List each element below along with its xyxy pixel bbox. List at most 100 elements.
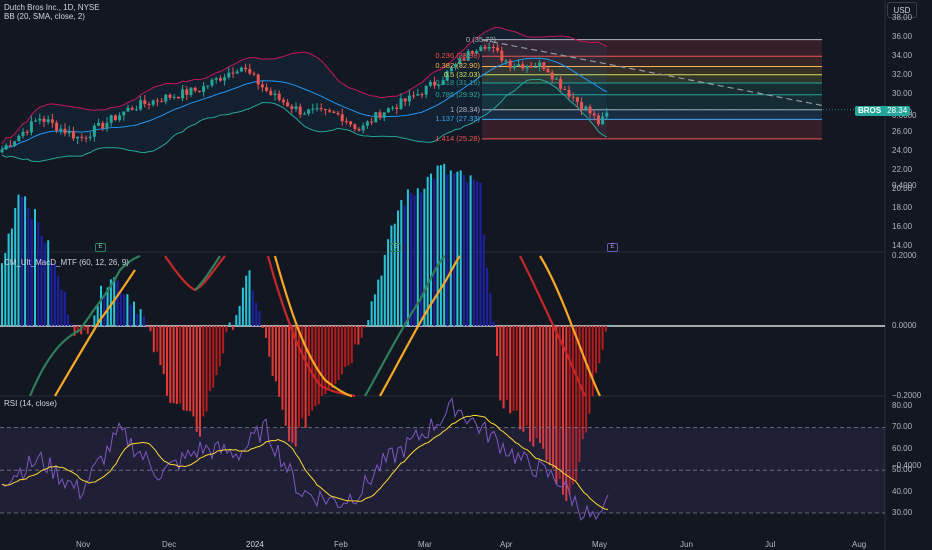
macd-histogram-bar <box>185 326 188 411</box>
candle-body <box>298 106 302 115</box>
macd-histogram-bar <box>604 326 607 332</box>
fib-zone <box>482 66 822 75</box>
macd-histogram-bar <box>103 295 106 326</box>
macd-histogram-bar <box>499 326 502 401</box>
time-tick: Feb <box>334 540 348 549</box>
candle-body <box>63 128 67 134</box>
macd-histogram-bar <box>248 270 251 326</box>
macd-histogram-bar <box>416 188 419 326</box>
macd-histogram-bar <box>208 326 211 392</box>
candle-body <box>319 108 323 110</box>
bollinger-upper <box>1 26 608 145</box>
earnings-marker-upcoming[interactable]: E <box>607 243 618 252</box>
rsi-ma-line <box>1 414 609 510</box>
candle-body <box>601 116 605 125</box>
candle-body <box>386 108 390 113</box>
candle-body <box>122 111 126 116</box>
fib-label: 0.618 (31.16) <box>435 77 480 87</box>
currency-button[interactable]: USD <box>887 2 917 18</box>
macd-histogram-bar <box>321 326 324 396</box>
candle-body <box>164 94 168 102</box>
candle-body <box>155 100 159 102</box>
candle-body <box>130 107 134 110</box>
macd-histogram-bar <box>562 326 564 495</box>
candle-body <box>550 72 554 80</box>
macd-histogram-bar <box>479 182 482 326</box>
macd-histogram-bar <box>565 326 568 501</box>
time-tick: Jul <box>765 540 776 549</box>
macd-histogram-bar <box>522 326 525 432</box>
price-tick: 32.00 <box>892 70 913 79</box>
macd-histogram-bar <box>166 326 168 396</box>
macd-histogram-bar <box>271 326 274 376</box>
macd-histogram-bar <box>453 173 456 326</box>
macd-histogram-bar <box>317 326 320 405</box>
macd-histogram-bar <box>119 292 122 326</box>
macd-histogram-bar <box>70 323 73 326</box>
macd-histogram-bar <box>344 326 347 367</box>
macd-histogram-bar <box>347 326 350 366</box>
candle-body <box>571 96 575 98</box>
candle-body <box>416 94 420 96</box>
time-tick: May <box>592 540 608 549</box>
macd-histogram-bar <box>529 326 531 442</box>
macd-histogram-bar <box>40 235 43 326</box>
macd-histogram-bar <box>232 326 234 330</box>
candle-body <box>185 89 189 95</box>
candle-body <box>395 107 399 109</box>
macd-histogram-bar <box>403 205 406 326</box>
macd-histogram-bar <box>222 326 225 354</box>
macd-histogram-bar <box>489 292 492 326</box>
candle-body <box>542 62 546 69</box>
candle-body <box>491 47 495 49</box>
macd-histogram-bar <box>459 170 462 326</box>
candle-body <box>412 95 416 97</box>
macd-histogram-bar <box>50 262 53 326</box>
candle-body <box>546 68 550 73</box>
candle-body <box>55 122 59 131</box>
macd-histogram-bar <box>390 225 393 326</box>
candle-body <box>496 47 500 51</box>
macd-histogram-bar <box>496 326 498 357</box>
macd-histogram-bar <box>291 326 294 443</box>
macd-histogram-bar <box>189 326 192 412</box>
macd-histogram-bar <box>595 326 597 373</box>
candle-body <box>273 93 277 96</box>
macd-histogram-bar <box>7 233 10 326</box>
candle-body <box>508 60 512 68</box>
macd-histogram-bar <box>542 326 545 449</box>
candle-body <box>260 84 264 88</box>
candle-body <box>42 118 46 122</box>
macd-histogram-bar <box>383 254 386 326</box>
candle-body <box>252 73 256 75</box>
candle-body <box>139 100 143 110</box>
candle-body <box>113 115 117 121</box>
candle-body <box>554 78 558 80</box>
macd-histogram-bar <box>578 326 581 462</box>
macd-histogram-bar <box>60 289 63 326</box>
macd-histogram-bar <box>492 321 495 326</box>
macd-histogram-bar <box>278 326 281 397</box>
macd-histogram-bar <box>558 326 561 479</box>
candle-body <box>559 78 563 89</box>
macd-histogram-bar <box>195 326 198 432</box>
fib-zone <box>482 39 822 57</box>
macd-histogram-bar <box>568 326 571 495</box>
candle-body <box>126 107 130 112</box>
macd-histogram-bar <box>430 173 432 326</box>
macd-histogram-bar <box>298 326 300 428</box>
earnings-marker[interactable]: E <box>95 243 106 252</box>
candle-body <box>160 101 164 103</box>
candle-body <box>21 131 25 136</box>
macd-histogram-bar <box>469 175 472 326</box>
macd-histogram-bar <box>225 326 228 333</box>
macd-histogram-bar <box>575 326 578 481</box>
candle-body <box>567 89 571 97</box>
macd-histogram-bar <box>581 326 584 440</box>
macd-histogram-bar <box>519 326 522 430</box>
candle-body <box>500 50 504 61</box>
time-tick: Mar <box>418 540 432 549</box>
macd-histogram-bar <box>552 326 555 469</box>
earnings-marker[interactable]: E <box>390 243 401 252</box>
